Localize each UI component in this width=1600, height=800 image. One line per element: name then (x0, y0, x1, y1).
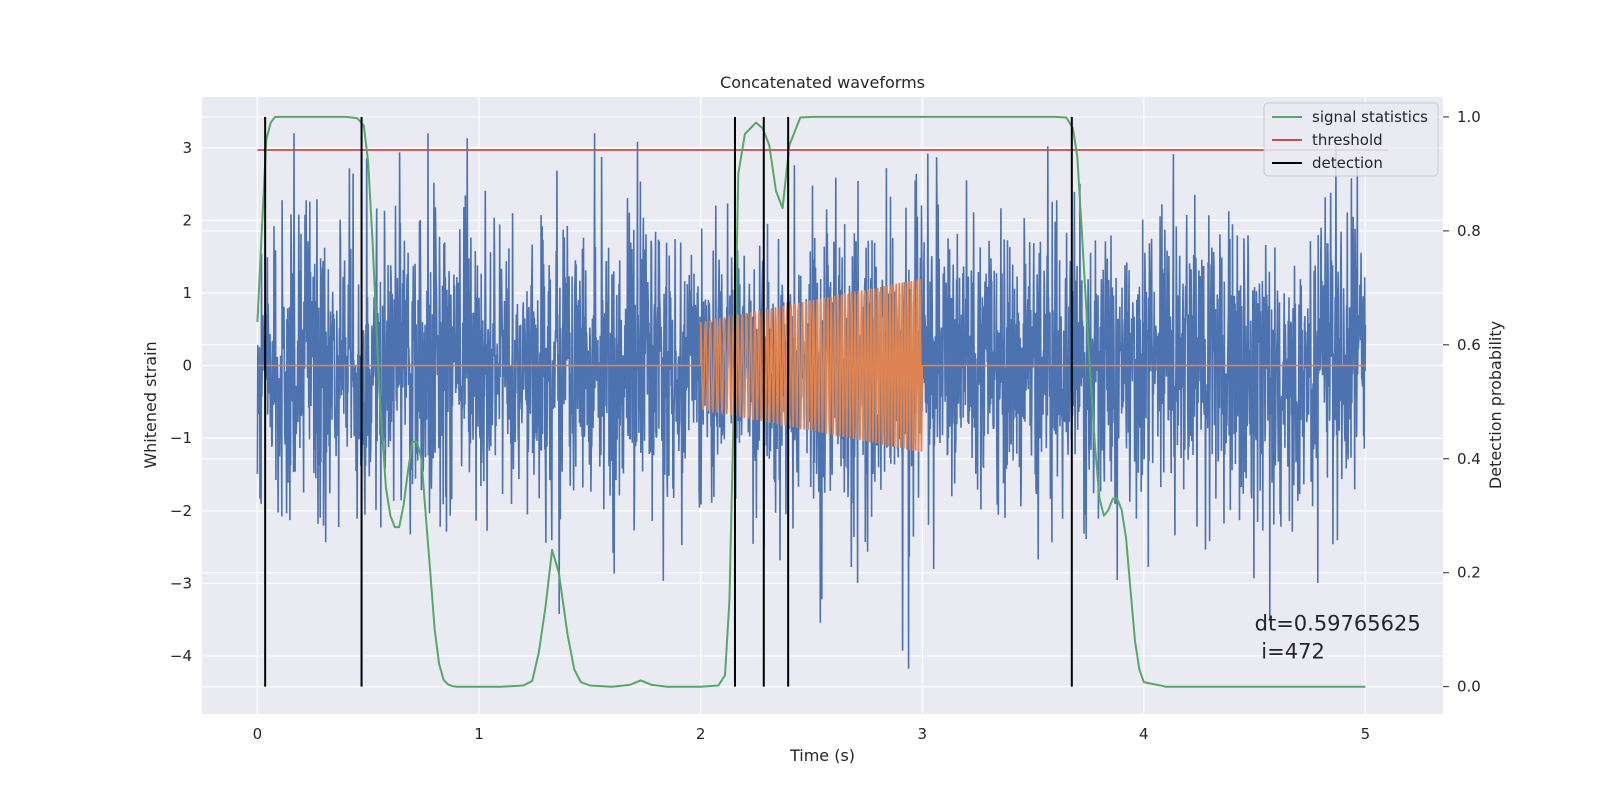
y-tick-label: 3 (182, 139, 192, 157)
x-tick-label: 3 (917, 725, 927, 743)
y2-axis-title: Detection probability (1486, 321, 1505, 489)
annotation: dt=0.59765625 i=472 (1255, 612, 1421, 664)
injection-series (257, 279, 1366, 453)
y-tick-label: 2 (182, 211, 192, 229)
y-tick-label: −3 (170, 574, 192, 592)
chart-title: Concatenated waveforms (720, 73, 925, 92)
annotation-index: i=472 (1255, 640, 1325, 664)
y2-tick-label: 0.8 (1457, 222, 1481, 240)
y2-tick-label: 0.0 (1457, 678, 1481, 696)
y-tick-label: −4 (170, 647, 192, 665)
y2-tick-label: 0.4 (1457, 450, 1481, 468)
y-tick-label: −2 (170, 502, 192, 520)
legend: signal statistics threshold detection (1263, 102, 1439, 177)
y2-tick-label: 0.2 (1457, 564, 1481, 582)
y-tick-label: 1 (182, 284, 192, 302)
series-layer (256, 115, 1388, 688)
signal-statistics-series (256, 115, 1366, 688)
y-axis-title: Whitened strain (141, 341, 160, 468)
y-tick-label: 0 (182, 357, 192, 375)
y2-tick-label: 0.6 (1457, 336, 1481, 354)
legend-label: detection (1312, 154, 1383, 172)
x-tick-label: 5 (1361, 725, 1371, 743)
y2-tick-label: 1.0 (1457, 108, 1481, 126)
x-tick-label: 2 (696, 725, 706, 743)
legend-box (1263, 102, 1439, 177)
x-tick-label: 0 (253, 725, 263, 743)
x-axis-title: Time (s) (789, 746, 855, 765)
legend-label: signal statistics (1312, 108, 1428, 126)
x-tick-label: 1 (474, 725, 484, 743)
legend-label: threshold (1312, 131, 1383, 149)
y-tick-label: −1 (170, 429, 192, 447)
annotation-dt: dt=0.59765625 (1255, 612, 1421, 636)
x-tick-label: 4 (1139, 725, 1149, 743)
tick-labels: 0 1 2 3 4 5 −4 −3 −2 −1 0 1 2 3 0.0 0.2 0.4 0.6 0.8 1.0 (170, 108, 1481, 743)
